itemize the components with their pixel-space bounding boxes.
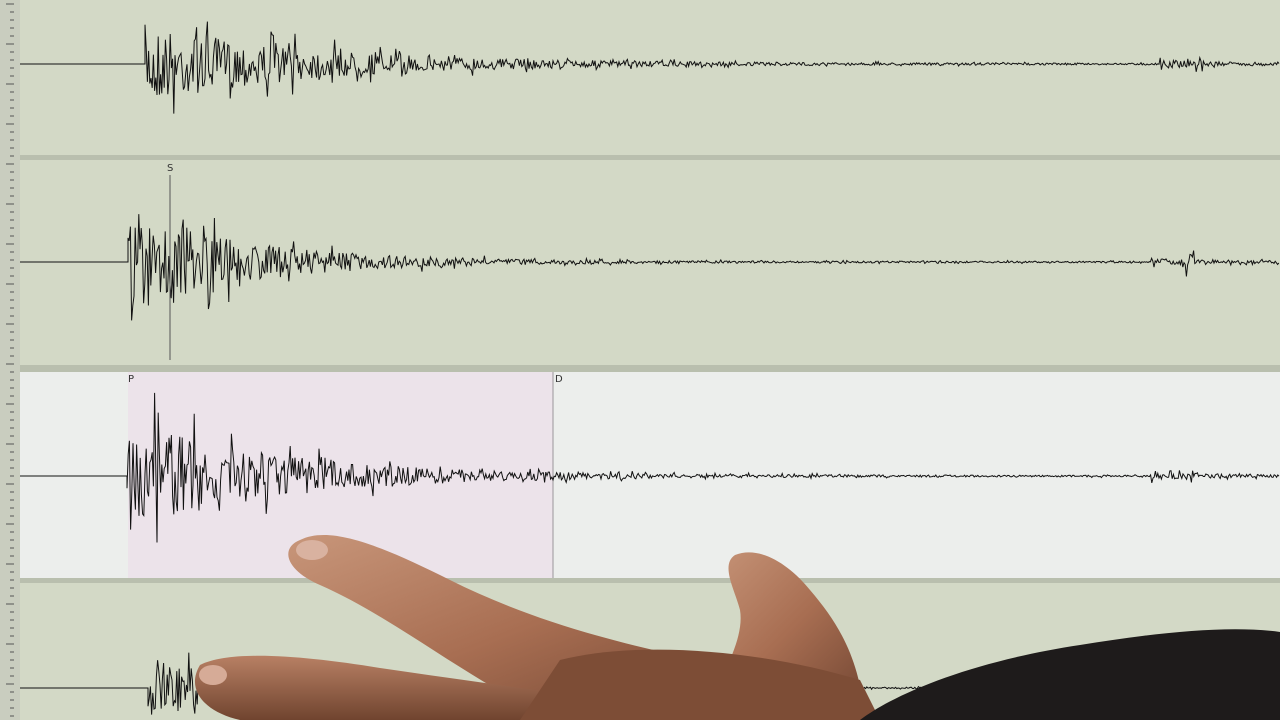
phase-marker: P xyxy=(128,374,134,385)
fingernail xyxy=(296,540,328,560)
thumb xyxy=(194,655,600,720)
seismic-trace xyxy=(20,21,1280,114)
phase-marker: D xyxy=(555,374,563,385)
sleeve xyxy=(860,629,1280,720)
hand xyxy=(194,534,1280,720)
seismic-trace xyxy=(20,214,1280,321)
fingernail xyxy=(199,665,227,685)
palm xyxy=(520,649,880,720)
ruler-strip xyxy=(0,0,20,720)
ruler-ticks xyxy=(6,3,14,717)
trace-panel xyxy=(20,0,1280,155)
seismic-trace xyxy=(20,392,1280,543)
phase-marker: S xyxy=(167,163,173,174)
